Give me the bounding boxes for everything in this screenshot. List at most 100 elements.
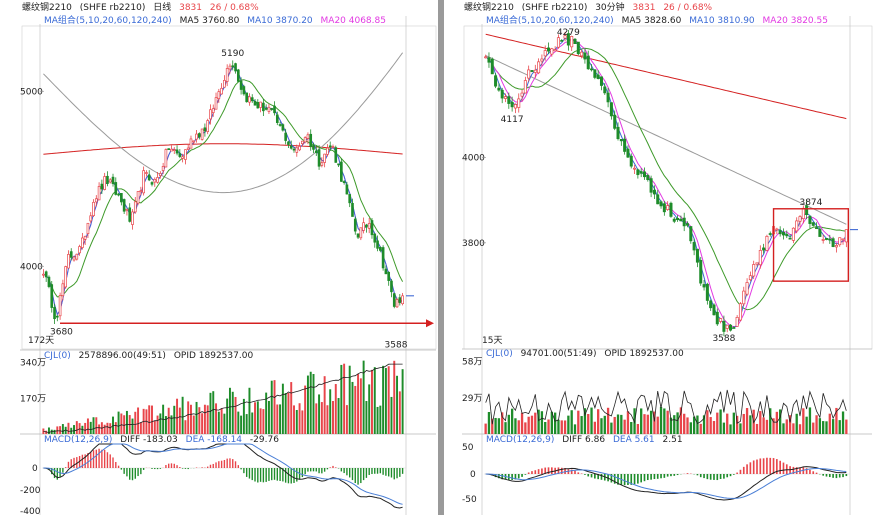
right-volume-bar: [540, 411, 544, 434]
left-candle-body: [301, 140, 304, 145]
right-volume-label[interactable]: CJL(0): [486, 349, 513, 359]
left-candle-body: [320, 162, 324, 166]
right-volume-bar: [620, 414, 623, 434]
right-volume-bar: [669, 417, 673, 434]
right-candle-body: [772, 226, 776, 235]
left-volume-bar: [359, 378, 362, 434]
right-candle-body: [834, 245, 838, 248]
right-volume-bar: [828, 413, 831, 434]
right-candle-body: [722, 320, 726, 332]
left-candle-body: [289, 145, 293, 149]
right-volume-bar: [587, 414, 590, 434]
left-candle-body: [159, 173, 162, 176]
right-volume-bar: [712, 420, 716, 434]
left-candle-body: [228, 65, 232, 70]
left-volume-label[interactable]: CJL(0): [44, 351, 71, 361]
right-macd-label[interactable]: MACD(12,26,9): [486, 435, 555, 445]
left-candle-body: [64, 266, 67, 288]
left-ma-legend: MA组合(5,10,20,60,120,240) MA5 3760.80 MA1…: [44, 14, 436, 28]
left-volume-bar: [173, 405, 176, 434]
left-candle-body: [314, 150, 318, 153]
right-candle-body: [616, 126, 620, 140]
right-volume-legend: CJL(0) 94701.00(51:49) OPID 1892537.00: [486, 348, 689, 360]
right-symbol[interactable]: 螺纹钢2210: [464, 3, 514, 13]
left-price-frame: [21, 25, 437, 350]
left-volume-bar: [103, 424, 106, 434]
right-candle-body: [540, 58, 544, 62]
right-volume-bar: [577, 410, 580, 434]
right-candle-body: [517, 98, 521, 108]
right-candle-body: [748, 275, 752, 281]
left-candle-body: [401, 295, 404, 305]
left-volume-bar: [148, 405, 151, 434]
right-volume-bar: [765, 419, 769, 434]
left-volume-bar: [348, 365, 351, 434]
left-volume-bar: [351, 381, 354, 434]
left-candle-body: [390, 280, 393, 293]
right-volume-bar: [755, 423, 759, 434]
left-volume-bar: [293, 405, 295, 434]
right-volume-bar: [769, 408, 772, 434]
right-volume-bar: [831, 419, 835, 434]
left-volume-bar: [345, 405, 348, 434]
left-candle-body: [175, 149, 179, 154]
left-candle-body: [348, 194, 352, 204]
left-candle-body: [353, 218, 357, 232]
right-volume-tick-label: 29万: [462, 394, 482, 404]
right-candle-body: [553, 49, 557, 52]
left-open-interest-line: [43, 363, 403, 434]
left-candle-body: [172, 149, 176, 151]
right-box-high-label: 3874: [799, 198, 822, 208]
left-volume-bar: [357, 373, 360, 434]
right-candle-body: [742, 290, 746, 305]
left-volume-bar: [340, 364, 343, 434]
right-candle-body: [682, 217, 686, 227]
left-exchange-code: (SHFE rb2210): [79, 3, 146, 13]
right-candle-body: [818, 228, 822, 237]
right-volume-bar: [600, 418, 603, 434]
right-candle-body: [815, 227, 819, 230]
left-volume-bar: [231, 391, 234, 434]
right-candle-body: [530, 70, 534, 73]
left-candle-body: [359, 227, 363, 239]
left-volume-bar: [396, 375, 399, 434]
left-ma240-line: [43, 143, 403, 155]
right-volume-bar: [590, 407, 593, 434]
right-volume-bar: [808, 407, 812, 434]
right-volume-bar: [805, 416, 808, 434]
left-volume-bar: [67, 422, 70, 434]
left-candle-body: [58, 295, 62, 317]
left-volume-bar: [309, 371, 312, 434]
right-macd-legend: MACD(12,26,9) DIFF 6.86 DEA 5.61 2.51: [486, 434, 688, 446]
right-volume-bar: [544, 421, 547, 434]
left-volume-bar: [86, 418, 89, 434]
left-ma-label[interactable]: MA组合(5,10,20,60,120,240): [44, 16, 172, 26]
right-candle-body: [781, 232, 785, 236]
left-candle-body: [147, 174, 151, 181]
left-candle-body: [234, 63, 237, 72]
right-candle-body: [659, 201, 663, 207]
right-candle-body: [745, 282, 749, 295]
left-volume-bar: [89, 421, 92, 434]
panel-divider[interactable]: [438, 0, 444, 515]
left-candle-body: [189, 138, 193, 149]
left-candle-body: [161, 166, 165, 171]
right-candle-body: [646, 175, 650, 181]
left-candle-body: [225, 68, 229, 82]
right-ma-label[interactable]: MA组合(5,10,20,60,120,240): [486, 16, 614, 26]
left-volume-bar: [362, 360, 365, 434]
left-candle-body: [184, 149, 187, 160]
left-period-select[interactable]: 日线: [153, 3, 172, 13]
right-volume-bar: [567, 415, 570, 434]
right-candle-body: [599, 76, 603, 86]
left-candle-body: [242, 86, 246, 95]
left-symbol[interactable]: 螺纹钢2210: [22, 3, 72, 13]
right-period-select[interactable]: 30分钟: [595, 3, 625, 13]
left-days-label: 172天: [28, 336, 54, 346]
left-candle-body: [206, 120, 210, 132]
left-candle-body: [195, 133, 198, 140]
left-candle-body: [337, 163, 340, 166]
left-candle-body: [214, 97, 218, 110]
left-macd-label[interactable]: MACD(12,26,9): [44, 435, 113, 445]
left-candle-body: [365, 224, 368, 228]
